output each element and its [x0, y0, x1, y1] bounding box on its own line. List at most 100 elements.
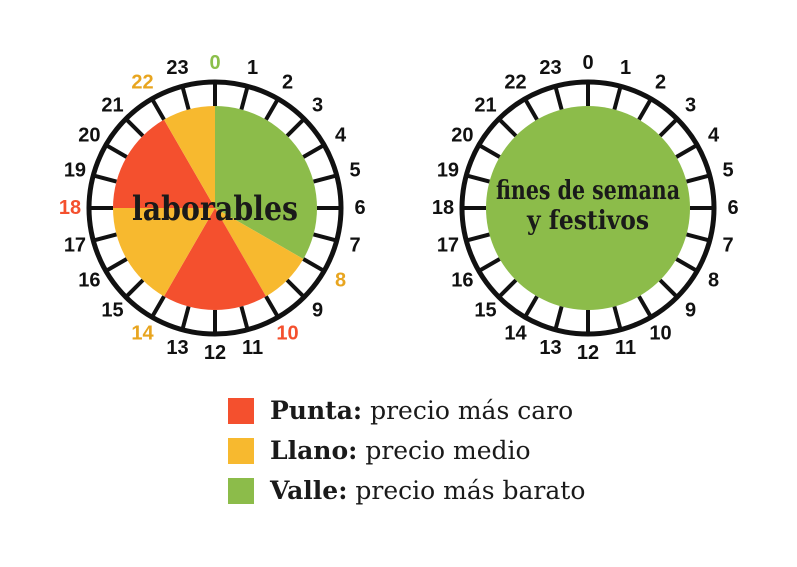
hour-label-11: 11 — [615, 337, 636, 359]
hour-label-3: 3 — [685, 94, 696, 116]
hour-tick — [637, 295, 653, 319]
hour-label-18: 18 — [59, 197, 81, 219]
segment-valle — [486, 106, 690, 310]
hour-tick — [675, 257, 699, 273]
clock-weekdays: 0 1 2 3 4 5 6 7 8 9 10 11 12 13 14 15 16 17 18 19 20 21 22 23 la… — [45, 38, 385, 378]
segment-valle — [215, 106, 317, 259]
clock-caption-line: laborables — [132, 189, 298, 229]
legend-description-llano: precio medio — [365, 436, 531, 465]
hour-label-20: 20 — [78, 125, 100, 147]
legend-swatch-punta — [228, 398, 254, 424]
hour-tick — [124, 278, 145, 299]
hour-label-16: 16 — [451, 270, 473, 292]
hour-label-14: 14 — [131, 323, 154, 345]
legend-text-valle: Valle: precio más barato — [270, 478, 585, 504]
hour-tick — [285, 278, 306, 299]
hour-tick — [658, 278, 679, 299]
hour-tick — [612, 306, 623, 331]
clock-caption-line: y festivos — [526, 206, 649, 236]
hour-label-0: 0 — [582, 52, 593, 74]
hour-label-12: 12 — [577, 342, 599, 364]
hour-tick — [465, 173, 490, 184]
hour-label-13: 13 — [539, 337, 561, 359]
legend-text-punta: Punta: precio más caro — [270, 398, 573, 424]
legend-term-valle: Valle: — [270, 476, 348, 505]
hour-label-17: 17 — [64, 235, 86, 257]
hour-label-5: 5 — [722, 159, 733, 181]
hour-tick — [658, 117, 679, 138]
hour-tick — [523, 295, 539, 319]
hour-tick — [553, 85, 564, 110]
hour-tick — [92, 232, 117, 243]
hour-tick — [264, 97, 280, 121]
segment-llano — [215, 208, 304, 297]
hour-label-7: 7 — [349, 235, 360, 257]
legend-text-llano: Llano: precio medio — [270, 438, 531, 464]
legend-term-punta: Punta: — [270, 396, 363, 425]
hour-tick — [180, 85, 191, 110]
hour-label-16: 16 — [78, 270, 100, 292]
hour-tick — [553, 306, 564, 331]
tariff-legend: Punta: precio más caro Llano: precio med… — [228, 398, 585, 504]
hour-label-11: 11 — [242, 337, 263, 359]
legend-item-valle: Valle: precio más barato — [228, 478, 585, 504]
hour-tick — [686, 232, 711, 243]
legend-description-valle: precio más barato — [355, 476, 586, 505]
hour-label-22: 22 — [504, 71, 526, 93]
hour-label-2: 2 — [282, 71, 293, 93]
hour-label-23: 23 — [166, 57, 188, 79]
hour-label-2: 2 — [655, 71, 666, 93]
hour-tick — [477, 257, 501, 273]
hour-tick — [150, 97, 166, 121]
hour-label-8: 8 — [335, 270, 346, 292]
hour-tick — [612, 85, 623, 110]
hour-tick — [239, 85, 250, 110]
hour-tick — [285, 117, 306, 138]
hour-tick — [150, 295, 166, 319]
hour-label-0: 0 — [209, 52, 220, 74]
hour-label-3: 3 — [312, 94, 323, 116]
hour-tick — [477, 143, 501, 159]
hour-label-23: 23 — [539, 57, 561, 79]
hour-tick — [302, 257, 326, 273]
hour-label-12: 12 — [204, 342, 226, 364]
hour-tick — [124, 117, 145, 138]
legend-swatch-valle — [228, 478, 254, 504]
hour-label-8: 8 — [708, 270, 719, 292]
hour-tick — [92, 173, 117, 184]
hour-label-13: 13 — [166, 337, 188, 359]
hour-tick — [497, 278, 518, 299]
hour-tick — [497, 117, 518, 138]
legend-description-punta: precio más caro — [370, 396, 574, 425]
hour-tick — [302, 143, 326, 159]
hour-tick — [104, 143, 128, 159]
segment-punta — [113, 119, 215, 208]
hour-label-5: 5 — [349, 159, 360, 181]
hour-tick — [686, 173, 711, 184]
hour-label-15: 15 — [101, 300, 123, 322]
hour-label-17: 17 — [437, 235, 459, 257]
hour-label-1: 1 — [247, 57, 258, 79]
hour-label-19: 19 — [437, 159, 459, 181]
hour-label-7: 7 — [722, 235, 733, 257]
hour-label-6: 6 — [727, 197, 738, 219]
hour-tick — [465, 232, 490, 243]
legend-term-llano: Llano: — [270, 436, 358, 465]
segment-punta — [164, 208, 266, 310]
hour-label-10: 10 — [649, 323, 671, 345]
hour-tick — [239, 306, 250, 331]
segment-llano — [113, 208, 215, 297]
clock-face: 0 1234567891011121314151617181920212223fi… — [432, 52, 739, 364]
hour-label-14: 14 — [504, 323, 527, 345]
hour-tick — [523, 97, 539, 121]
hour-tick — [180, 306, 191, 331]
hour-label-15: 15 — [474, 300, 496, 322]
segment-llano — [164, 106, 215, 208]
legend-item-punta: Punta: precio más caro — [228, 398, 585, 424]
clock-caption-line: fines de semana — [496, 176, 680, 206]
hour-tick — [675, 143, 699, 159]
hour-tick — [313, 232, 338, 243]
hour-tick — [264, 295, 280, 319]
hour-label-18: 18 — [432, 197, 454, 219]
